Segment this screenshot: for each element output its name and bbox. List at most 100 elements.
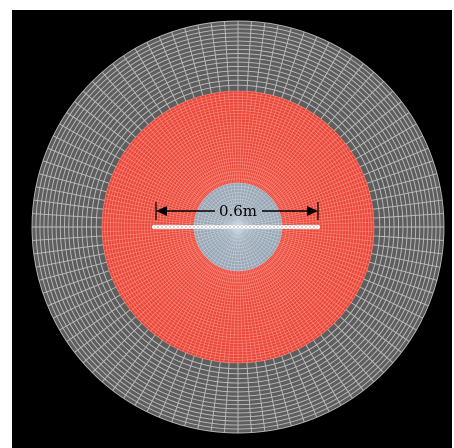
mesh-radial-line	[206, 228, 237, 259]
mesh-ring	[124, 113, 352, 341]
mesh-radial-line	[228, 91, 236, 184]
mesh-radial-line	[240, 270, 248, 363]
mesh-radial-line	[169, 264, 217, 345]
mesh-radial-line	[104, 198, 196, 219]
mesh-radial-line	[238, 228, 250, 270]
mesh-radial-line	[219, 187, 238, 226]
mesh-radial-line	[274, 251, 351, 304]
crack-node	[242, 225, 246, 229]
mesh-radial-line	[239, 227, 278, 246]
mesh-radial-line	[261, 264, 311, 343]
dimension-arrow-left	[156, 206, 167, 216]
mesh-radial-line	[223, 91, 234, 184]
mesh-radial-line	[223, 270, 234, 363]
mesh-radial-line	[279, 180, 366, 213]
mesh-radial-line	[238, 228, 254, 269]
mesh-radial-line	[209, 269, 230, 361]
mesh-radial-line	[204, 94, 228, 185]
mesh-radial-line	[239, 195, 270, 226]
mesh-radial-line	[278, 171, 363, 210]
mesh-radial-line	[239, 227, 280, 243]
mesh-radial-line	[165, 111, 215, 190]
mesh-ring	[68, 57, 408, 397]
mesh-radial-line	[117, 162, 200, 207]
crack-node	[238, 225, 242, 229]
mesh-radial-line	[239, 228, 267, 261]
mesh-radial-line	[275, 154, 354, 204]
mesh-radial-line	[115, 246, 199, 287]
mesh-radial-line	[237, 228, 243, 271]
mesh-radial-line	[268, 258, 333, 326]
crack-node	[218, 225, 222, 229]
crack-node	[226, 225, 230, 229]
mesh-radial-line	[276, 162, 359, 207]
mesh-radial-line	[249, 96, 276, 185]
mesh-radial-line	[239, 204, 277, 227]
mesh-ring	[144, 133, 332, 321]
mesh-radial-line	[238, 188, 261, 226]
mesh-radial-line	[252, 268, 285, 355]
mesh-radial-line	[264, 119, 322, 193]
mesh-radial-line	[248, 269, 272, 360]
crack-node	[278, 225, 282, 229]
mesh-radial-line	[201, 227, 237, 253]
mesh-radial-line	[150, 122, 210, 194]
mesh-radial-line	[209, 93, 230, 185]
mesh-radial-line	[281, 221, 374, 226]
mesh-radial-line	[277, 167, 361, 208]
crack-node	[214, 225, 218, 229]
mesh-radial-line	[259, 264, 307, 345]
mesh-radial-line	[209, 228, 237, 261]
mesh-radial-line	[257, 104, 298, 188]
mesh-radial-line	[226, 228, 238, 270]
mesh-radial-line	[243, 92, 258, 184]
mesh-radial-line	[259, 109, 307, 190]
mesh-radial-line	[136, 256, 206, 319]
mesh-radial-line	[239, 198, 272, 226]
mesh-radial-line	[222, 185, 238, 226]
mesh-radial-line	[238, 184, 250, 226]
mesh-radial-line	[117, 247, 200, 292]
mesh-radial-line	[154, 261, 212, 335]
mesh-radial-line	[238, 187, 257, 226]
mesh-radial-line	[233, 183, 239, 226]
mesh-radial-line	[130, 253, 204, 311]
crack-node	[298, 225, 302, 229]
mesh-radial-line	[173, 265, 218, 348]
crack-node	[250, 225, 254, 229]
mesh-radial-line	[125, 150, 202, 203]
mesh-radial-line	[173, 106, 218, 189]
inner-mesh-region	[101, 90, 375, 364]
mesh-radial-line	[280, 238, 369, 265]
mesh-radial-line	[238, 228, 246, 271]
mesh-radial-line	[218, 270, 233, 362]
mesh-radial-line	[238, 228, 257, 267]
mesh-radial-line	[273, 252, 349, 308]
mesh-ring	[121, 110, 355, 344]
mesh-radial-line	[278, 175, 365, 211]
mesh-radial-line	[204, 198, 237, 226]
mesh-radial-line	[108, 240, 197, 270]
mesh-radial-line	[281, 203, 372, 220]
crack-node	[246, 225, 250, 229]
mesh-radial-line	[254, 267, 290, 354]
mesh-radial-line	[212, 228, 238, 264]
mesh-radial-line	[122, 250, 201, 300]
mesh-diagram: 0.6m	[12, 10, 452, 448]
mesh-radial-line	[199, 204, 237, 227]
mesh-radial-line	[195, 97, 225, 186]
crack-node	[230, 225, 234, 229]
mesh-ring	[107, 96, 369, 358]
mesh-radial-line	[281, 234, 372, 251]
mesh-radial-line	[215, 228, 238, 266]
mesh-radial-line	[255, 102, 294, 187]
mesh-ring	[31, 20, 445, 434]
mesh-radial-line	[279, 184, 368, 214]
mesh-radial-line	[230, 228, 238, 271]
mesh-radial-line	[242, 91, 253, 184]
mesh-radial-line	[157, 262, 213, 338]
mesh-ring	[147, 136, 329, 318]
mesh-radial-line	[102, 229, 195, 237]
mesh-radial-line	[120, 248, 201, 296]
mesh-radial-line	[245, 93, 262, 184]
